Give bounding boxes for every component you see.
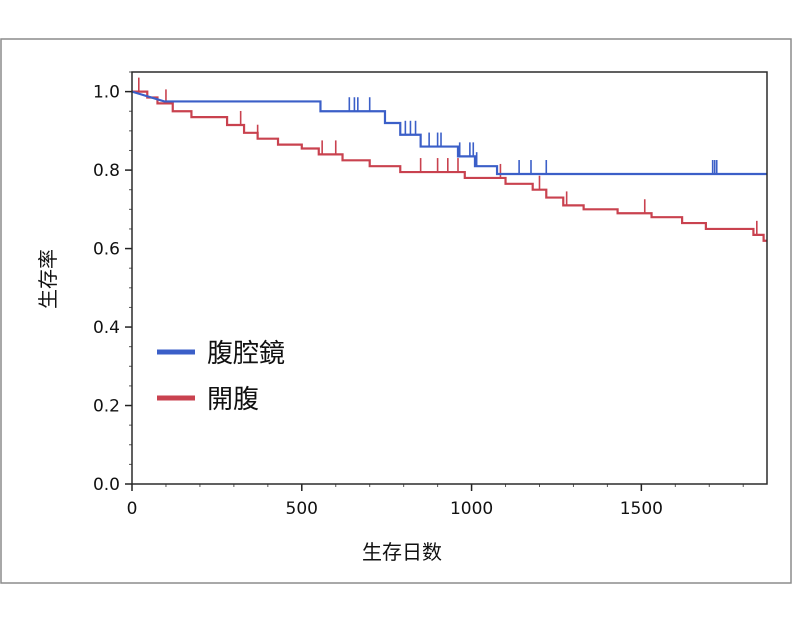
plot-area xyxy=(131,71,768,485)
x-tick-label: 500 xyxy=(286,499,318,519)
series-1 xyxy=(132,77,767,242)
legend-label-open: 開腹 xyxy=(207,385,259,415)
series-0 xyxy=(131,90,767,176)
y-tick-label: 0.4 xyxy=(93,318,120,338)
axis-tick-labels: 0 500 1000 1500 0.0 0.2 0.4 0.6 0.8 1.0 xyxy=(93,83,663,519)
survival-curve xyxy=(131,90,767,176)
x-axis-title: 生存日数 xyxy=(362,540,442,564)
x-tick-label: 1000 xyxy=(450,499,493,519)
legend: 腹腔鏡 開腹 xyxy=(157,339,285,415)
x-tick-label: 1500 xyxy=(620,499,663,519)
series-layer xyxy=(131,77,767,242)
y-tick-label: 1.0 xyxy=(93,83,120,103)
figure-frame xyxy=(0,38,792,584)
y-tick-label: 0.8 xyxy=(93,161,120,181)
y-tick-label: 0.2 xyxy=(93,397,120,417)
y-axis-title: 生存率 xyxy=(36,249,60,309)
legend-label-laparoscopic: 腹腔鏡 xyxy=(207,339,285,369)
y-tick-label: 0.0 xyxy=(93,475,120,495)
survival-curve xyxy=(132,90,767,242)
x-tick-label: 0 xyxy=(127,499,138,519)
x-axis-title-background xyxy=(250,522,556,576)
y-tick-label: 0.6 xyxy=(93,240,120,260)
